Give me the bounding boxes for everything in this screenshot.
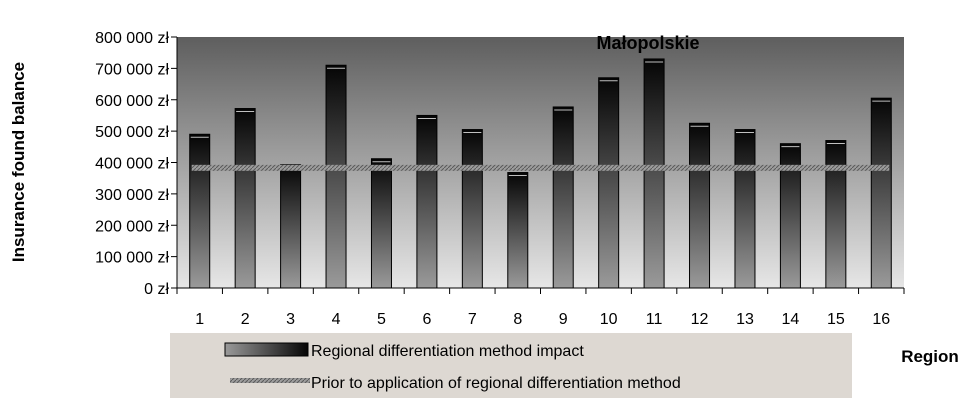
- bar-region-15: [825, 140, 847, 289]
- x-tick-label: 7: [468, 311, 477, 328]
- bars-layer: [189, 58, 892, 289]
- y-tick-label: 100 000 zł: [95, 250, 169, 267]
- y-axis-title: Insurance found balance: [9, 62, 28, 262]
- x-tick-label: 5: [377, 311, 386, 328]
- bar-region-5: [370, 158, 392, 289]
- bar-region-2: [234, 108, 256, 289]
- y-tick-label: 300 000 zł: [95, 187, 169, 204]
- x-tick-label: 11: [646, 311, 663, 328]
- legend-label-line: Prior to application of regional differe…: [311, 375, 681, 392]
- x-tick-label: 2: [241, 311, 250, 328]
- y-tick-label: 600 000 zł: [95, 93, 169, 110]
- x-tick-label: 1: [195, 311, 204, 328]
- y-tick-label: 700 000 zł: [95, 61, 169, 78]
- reference-line: [191, 164, 890, 171]
- x-axis-title: Region: [901, 347, 959, 366]
- x-tick-label: 15: [827, 311, 845, 328]
- reference-line-layer: [191, 164, 890, 171]
- legend-swatch-line: [230, 378, 310, 383]
- x-tick-label: 16: [872, 311, 890, 328]
- bar-region-16: [870, 97, 892, 289]
- x-tick-label: 8: [513, 311, 522, 328]
- x-tick-label: 10: [600, 311, 618, 328]
- x-ticks-layer: 1 2 3 4 5 6 7 8 9 10 11 12 13 14 15 16: [176, 288, 905, 328]
- chart-title: Małopolskie: [596, 33, 699, 53]
- bar-region-3: [280, 164, 302, 289]
- bar-region-13: [734, 129, 756, 289]
- bar-region-8: [507, 172, 529, 289]
- legend-swatch-bar: [224, 342, 309, 357]
- y-tick-label: 200 000 zł: [95, 218, 169, 235]
- x-tick-label: 6: [422, 311, 431, 328]
- y-tick-label: 0 zł: [144, 281, 169, 298]
- x-tick-label: 4: [332, 311, 341, 328]
- legend-label-bar: Regional differentiation method impact: [311, 343, 584, 360]
- bar-region-9: [552, 106, 574, 289]
- bar-region-4: [325, 64, 347, 289]
- x-tick-label: 9: [559, 311, 568, 328]
- y-ticks-layer: 0 zł 100 000 zł 200 000 zł 300 000 zł 400 00…: [95, 30, 177, 298]
- y-tick-label: 400 000 zł: [95, 156, 169, 173]
- y-tick-label: 800 000 zł: [95, 30, 169, 47]
- legend: Regional differentiation method impact P…: [170, 333, 852, 398]
- x-tick-label: 14: [782, 311, 800, 328]
- bar-region-6: [416, 114, 438, 289]
- bar-region-7: [461, 129, 483, 289]
- x-tick-label: 13: [736, 311, 754, 328]
- bar-region-11: [643, 58, 665, 289]
- x-tick-label: 12: [691, 311, 709, 328]
- bar-region-12: [689, 122, 711, 289]
- y-tick-label: 500 000 zł: [95, 124, 169, 141]
- bar-region-1: [189, 133, 211, 289]
- bar-region-10: [598, 77, 620, 289]
- x-tick-label: 3: [286, 311, 295, 328]
